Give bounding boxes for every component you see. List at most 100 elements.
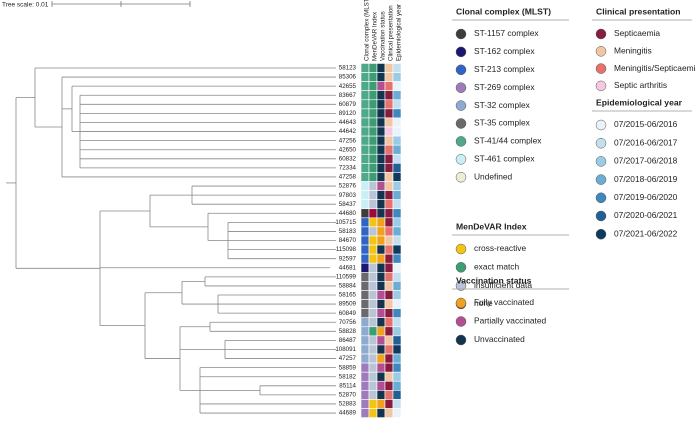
heatmap-cell <box>360 163 370 173</box>
legend-label: cross-reactive <box>474 243 526 253</box>
heatmap-cell <box>392 290 402 300</box>
legend-title: Vaccination status <box>456 275 532 285</box>
heatmap-cell <box>360 208 370 219</box>
heatmap-cell <box>392 126 402 137</box>
heatmap-cell <box>368 181 378 191</box>
legend-swatch <box>455 46 467 58</box>
heatmap-cell <box>368 380 378 391</box>
legend-title: Epidemiological year <box>596 97 683 107</box>
heatmap-cell <box>376 181 386 191</box>
heatmap-cell <box>360 117 370 128</box>
heatmap-cell <box>384 208 394 219</box>
legend-swatch <box>595 119 607 131</box>
heatmap-cell <box>376 326 386 337</box>
legend-label: Meningitis <box>614 46 652 56</box>
heatmap-cell <box>376 335 386 346</box>
legend-swatch <box>455 171 467 183</box>
leaf-label: 58182 <box>339 373 357 380</box>
heatmap-cell <box>392 144 402 155</box>
heatmap-cell <box>392 399 402 409</box>
heatmap-cell <box>384 253 394 264</box>
leaf-label: 58437 <box>339 201 357 208</box>
scale-bar <box>51 1 191 7</box>
heatmap-cell <box>376 208 386 219</box>
heatmap-cell <box>360 299 370 309</box>
heatmap-cell <box>384 181 394 191</box>
heatmap-cell <box>360 390 370 400</box>
heatmap-cell <box>392 299 402 309</box>
leaf-label: 72334 <box>339 165 357 172</box>
heatmap-cell <box>368 317 378 328</box>
column-header: Clonal complex (MLST) <box>364 0 371 61</box>
heatmap-cell <box>360 371 370 382</box>
leaf-label: 85114 <box>339 382 356 389</box>
heatmap-cell <box>384 117 394 128</box>
heatmap-cell <box>392 380 402 391</box>
leaf-label: 44681 <box>339 264 357 271</box>
heatmap-cell <box>360 326 370 337</box>
heatmap-cell <box>384 344 394 355</box>
leaf-label: 97803 <box>339 192 357 199</box>
heatmap-cell <box>384 380 394 391</box>
leaf-label: 85306 <box>339 74 357 81</box>
heatmap-cell <box>376 344 386 355</box>
heatmap-cell <box>360 181 370 191</box>
heatmap-cell <box>376 262 386 273</box>
heatmap-cell <box>384 163 394 173</box>
heatmap-cell <box>384 81 394 92</box>
heatmap-cell <box>368 117 378 128</box>
legend-swatch <box>455 82 467 93</box>
leaf-label: 108091 <box>335 346 356 353</box>
heatmap-cell <box>392 262 402 273</box>
legend-swatch <box>455 297 467 309</box>
leaf-label: 44642 <box>339 128 357 135</box>
heatmap-cell <box>392 344 402 355</box>
heatmap-cell <box>376 163 386 173</box>
legend-label: insufficient data <box>474 280 532 290</box>
leaf-label: 84670 <box>339 237 357 244</box>
heatmap-cell <box>360 235 370 246</box>
legend-swatch <box>455 28 467 40</box>
column-header: MenDeVAR Index <box>372 11 379 61</box>
heatmap-cell <box>376 253 386 264</box>
heatmap-cell <box>376 408 386 418</box>
column-header: Clinical presentation <box>388 5 395 61</box>
heatmap-cell <box>368 172 378 182</box>
heatmap-cell <box>376 153 386 164</box>
legend-label: ST-162 complex <box>474 46 535 56</box>
heatmap-cell <box>360 190 370 200</box>
heatmap-cell <box>392 226 402 237</box>
heatmap-cell <box>392 308 402 318</box>
heatmap-cell <box>392 190 402 200</box>
heatmap-cell <box>392 253 402 264</box>
heatmap-cell <box>384 281 394 291</box>
heatmap-cell <box>392 335 402 346</box>
legend-swatch <box>455 118 467 129</box>
tree <box>6 67 336 414</box>
legend-swatch <box>455 316 467 327</box>
heatmap-cell <box>368 244 378 255</box>
heatmap-cell <box>392 353 402 364</box>
legend-swatch <box>455 100 467 111</box>
heatmap-cell <box>376 271 386 282</box>
heatmap-cell <box>368 399 378 409</box>
heatmap-cell <box>360 135 370 146</box>
heatmap-cell <box>376 362 386 373</box>
legend-label: Septicaemia <box>614 28 660 38</box>
heatmap-cell <box>392 172 402 182</box>
heatmap-cell <box>392 217 402 228</box>
leaf-label: 58859 <box>339 364 357 371</box>
leaf-label: 58123 <box>339 65 357 72</box>
column-header: Epidemiological year <box>396 4 403 61</box>
heatmap-cell <box>376 235 386 246</box>
leaf-label: 58884 <box>339 283 357 290</box>
legend-swatch <box>455 243 467 255</box>
heatmap-cell <box>368 217 378 228</box>
heatmap-cell <box>360 199 370 210</box>
heatmap-cell <box>376 117 386 128</box>
heatmap-cell <box>360 290 370 300</box>
leaf-label: 44643 <box>339 119 357 126</box>
leaf-label: 86487 <box>339 337 357 344</box>
heatmap-cell <box>384 362 394 373</box>
legend-label: 07/2020-06/2021 <box>614 210 678 220</box>
